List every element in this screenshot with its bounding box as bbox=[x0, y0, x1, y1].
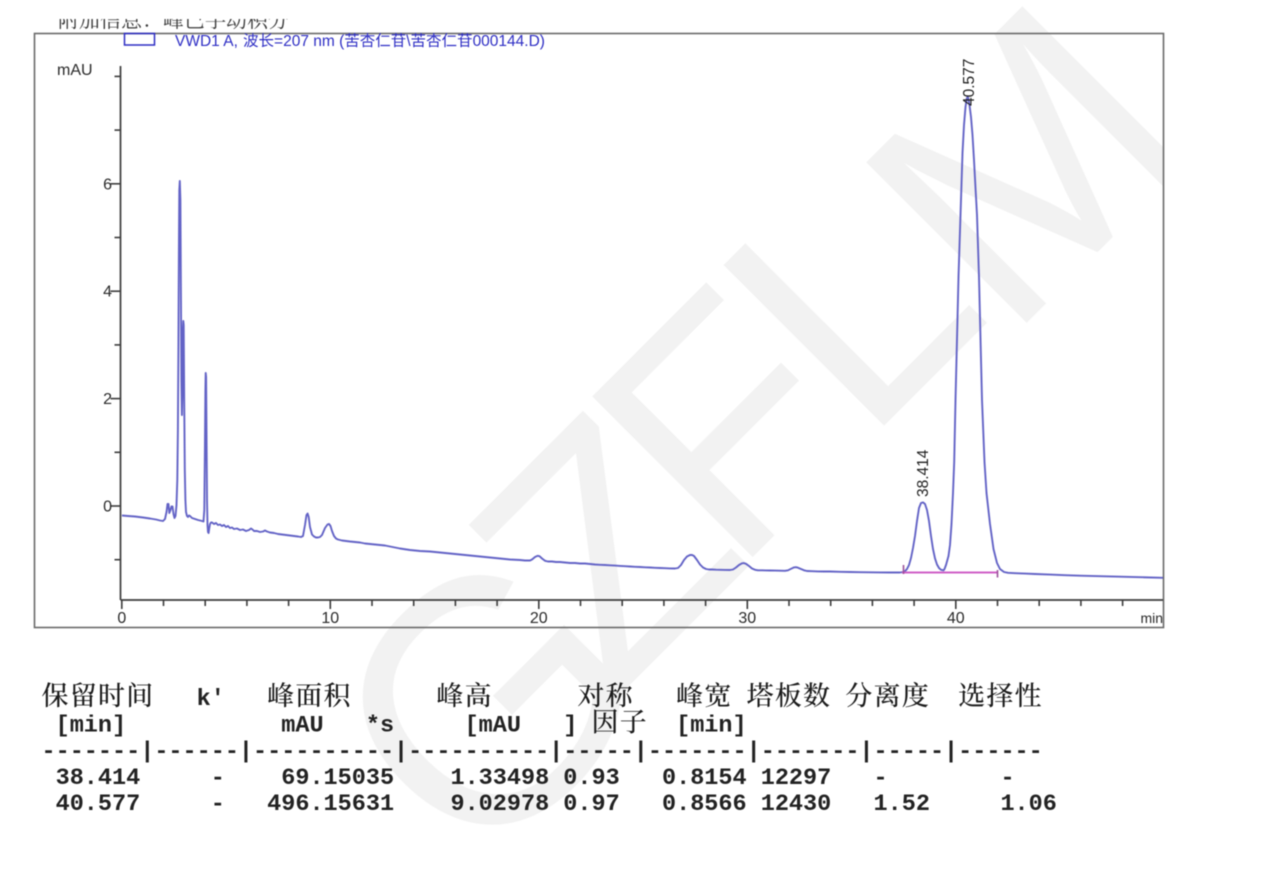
svg-text:2: 2 bbox=[103, 391, 112, 408]
svg-text:=207 nm (: =207 nm ( bbox=[274, 33, 345, 50]
svg-text:min: min bbox=[1140, 610, 1163, 626]
svg-text:k': k' bbox=[42, 686, 225, 713]
svg-text:-------|------|----------|----: -------|------|----------|----------|---… bbox=[42, 739, 1043, 766]
svg-text:40.577 - 496.15631 9.: 40.577 - 496.15631 9.02978 0.97 0.8566 1… bbox=[42, 791, 1057, 818]
svg-text:000144.D): 000144.D) bbox=[473, 33, 545, 50]
svg-text:40.577: 40.577 bbox=[961, 59, 978, 106]
svg-text:0: 0 bbox=[103, 499, 112, 516]
svg-text:[min] mAU *s [: [min] mAU *s [mAU ] [min] bbox=[42, 712, 747, 739]
svg-text:\: \ bbox=[406, 33, 411, 50]
svg-text:30: 30 bbox=[738, 610, 756, 627]
svg-text:38.414 - 69.15035 1.: 38.414 - 69.15035 1.33498 0.93 0.8154 12… bbox=[42, 765, 1015, 792]
svg-text:0: 0 bbox=[117, 610, 126, 627]
svg-text:20: 20 bbox=[530, 610, 548, 627]
svg-text:38.414: 38.414 bbox=[915, 449, 932, 497]
svg-text:VWD1 A,: VWD1 A, bbox=[175, 33, 238, 50]
svg-text:40: 40 bbox=[947, 610, 965, 627]
svg-text:mAU: mAU bbox=[57, 62, 93, 79]
svg-text:4: 4 bbox=[103, 284, 112, 301]
svg-text:10: 10 bbox=[321, 610, 339, 627]
svg-text:6: 6 bbox=[103, 176, 112, 193]
